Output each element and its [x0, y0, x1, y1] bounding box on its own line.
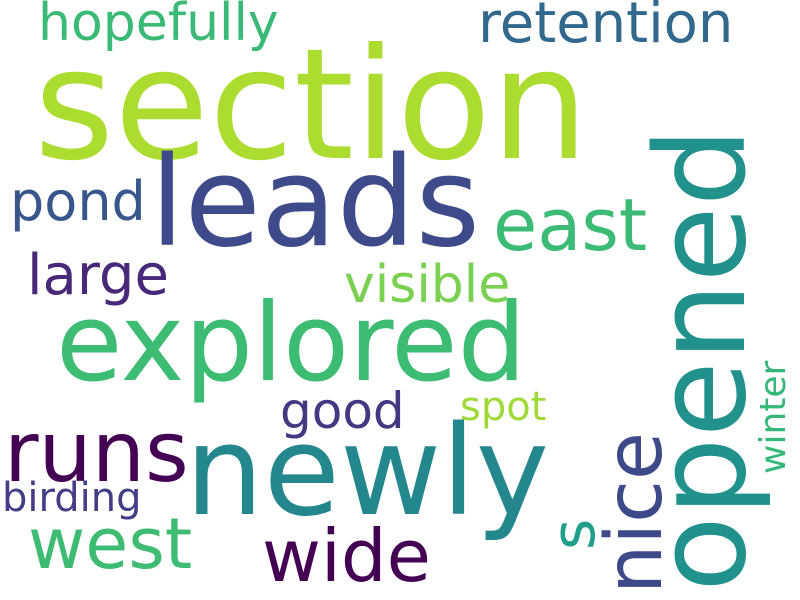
word-section: section	[34, 16, 589, 195]
word-spot: spot	[460, 384, 547, 430]
word-nice: nice	[590, 432, 680, 594]
word-visible: visible	[344, 255, 511, 315]
word-hopefully: hopefully	[38, 0, 279, 53]
word-newly: newly	[185, 400, 550, 544]
word-retention: retention	[478, 0, 734, 56]
word-good: good	[280, 382, 405, 440]
word-large: large	[27, 243, 169, 308]
word-wide: wide	[262, 514, 431, 598]
word-runs: runs	[4, 403, 189, 501]
word-explored: explored	[56, 281, 527, 406]
word-pond: pond	[10, 170, 146, 233]
word-s: s	[539, 518, 609, 550]
word-winter: winter	[753, 360, 794, 474]
word-east: east	[493, 183, 648, 267]
word-birding: birding	[2, 475, 142, 521]
word-leads: leads	[150, 131, 481, 275]
word-west: west	[28, 503, 193, 585]
